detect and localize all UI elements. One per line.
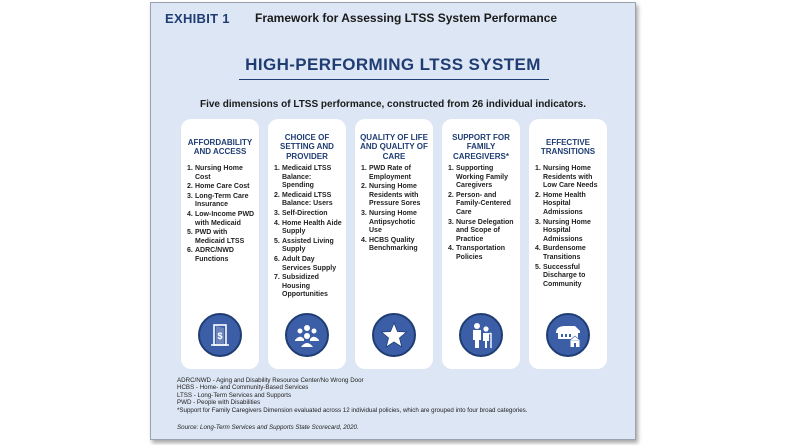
list-item: 1. Nursing Home Residents with Low Care N… bbox=[535, 165, 598, 190]
dimension-card-caregivers: SUPPORT FOR FAMILY CAREGIVERS* 1. Support… bbox=[442, 119, 520, 369]
indicator-list: 1. PWD Rate of Employment 2. Nursing Home … bbox=[361, 165, 430, 255]
list-item: 1. PWD Rate of Employment bbox=[361, 165, 412, 181]
main-title: HIGH-PERFORMING LTSS SYSTEM bbox=[245, 55, 541, 74]
indicator-list: 1. Supporting Working Family Caregivers 2… bbox=[448, 165, 517, 264]
list-item: 1. Nursing Home Cost bbox=[187, 165, 243, 181]
list-item: 4. Transportation Policies bbox=[448, 245, 506, 261]
list-item: 4. Low-Income PWD with Medicaid bbox=[187, 210, 255, 227]
indicator-list: 1. Nursing Home Cost 2. Home Care Cost 3. L… bbox=[187, 165, 256, 266]
list-item: 2. Home Care Cost bbox=[187, 183, 250, 191]
list-item: 2. Nursing Home Residents with Pressure S… bbox=[361, 183, 421, 208]
footnote: ADRC/NWD - Aging and Disability Resource… bbox=[177, 377, 364, 384]
dimension-title: QUALITY OF LIFE AND QUALITY OF CARE bbox=[360, 133, 428, 161]
footnote: LTSS - Long-Term Services and Supports bbox=[177, 391, 292, 399]
list-item: 4. Home Health Aide Supply bbox=[274, 219, 342, 236]
exhibit-title: Framework for Assessing LTSS System Perf… bbox=[255, 11, 558, 25]
footnote: HCBS - Home- and Community-Based Service… bbox=[177, 384, 309, 392]
dimension-card-quality: QUALITY OF LIFE AND QUALITY OF CARE 1. PW… bbox=[355, 119, 433, 369]
dimension-title: CHOICE OF SETTING AND PROVIDER bbox=[280, 133, 334, 161]
subtitle: Five dimensions of LTSS performance, con… bbox=[199, 99, 586, 110]
indicator-list: 1. Nursing Home Residents with Low Care N… bbox=[535, 165, 604, 290]
title-divider bbox=[239, 79, 549, 80]
list-item: 6. ADRC/NWD Functions bbox=[187, 247, 234, 263]
dimension-title: AFFORDABILITY AND ACCESS bbox=[187, 137, 253, 156]
dimension-card-transitions: EFFECTIVE TRANSITIONS 1. Nursing Home Res… bbox=[529, 119, 607, 369]
list-item: 3. Nursing Home Antipsychotic Use bbox=[361, 209, 417, 235]
list-item: 5. Successful Discharge to Community bbox=[535, 263, 586, 288]
list-item: 4. Burdensome Transitions bbox=[535, 245, 586, 261]
list-item: 3. Nursing Home Hospital Admissions bbox=[535, 218, 591, 243]
list-item: 5. Assisted Living Supply bbox=[274, 237, 334, 254]
list-item: 5. PWD with Medicaid LTSS bbox=[187, 229, 245, 245]
exhibit-frame: EXHIBIT 1 Framework for Assessing LTSS S… bbox=[150, 2, 636, 440]
dimension-card-choice: CHOICE OF SETTING AND PROVIDER 1. Medicai… bbox=[268, 119, 346, 369]
list-item: 3. Nurse Delegation and Scope of Practice bbox=[448, 218, 514, 243]
indicator-list: 1. Medicaid LTSS Balance: Spending 2. Medi… bbox=[274, 165, 343, 301]
dimension-title: EFFECTIVE TRANSITIONS bbox=[540, 137, 596, 156]
list-item: 4. HCBS Quality Benchmarking bbox=[361, 236, 418, 253]
people-group-icon bbox=[285, 313, 329, 357]
list-item: 2. Home Health Hospital Admissions bbox=[535, 191, 586, 216]
list-item: 1. Medicaid LTSS Balance: Spending bbox=[274, 165, 332, 190]
dimension-title: SUPPORT FOR FAMILY CAREGIVERS* bbox=[452, 133, 510, 161]
list-item: 6. Adult Day Services Supply bbox=[274, 255, 337, 272]
list-item: 7. Subsidized Housing Opportunities bbox=[274, 274, 328, 299]
svg-text:$: $ bbox=[217, 331, 222, 341]
exhibit-header: EXHIBIT 1 Framework for Assessing LTSS S… bbox=[151, 3, 635, 33]
hospital-home-icon bbox=[546, 313, 590, 357]
door-dollar-icon: $ bbox=[198, 313, 242, 357]
star-icon bbox=[372, 313, 416, 357]
list-item: 2. Person- and Family-Centered Care bbox=[448, 191, 511, 216]
list-item: 1. Supporting Working Family Caregivers bbox=[448, 165, 508, 190]
source-note: Source: Long-Term Services and Supports … bbox=[177, 424, 359, 431]
footnotes: ADRC/NWD - Aging and Disability Resource… bbox=[177, 377, 527, 414]
caregiver-icon bbox=[459, 313, 503, 357]
dimension-card-affordability: AFFORDABILITY AND ACCESS 1. Nursing Home … bbox=[181, 119, 259, 369]
list-item: 2. Medicaid LTSS Balance: Users bbox=[274, 191, 333, 208]
list-item: 3. Self-Direction bbox=[274, 209, 328, 217]
footnote: PWD - People with Disabilities bbox=[177, 399, 261, 407]
list-item: 3. Long-Term Care Insurance bbox=[187, 192, 249, 209]
exhibit-label: EXHIBIT 1 bbox=[165, 10, 230, 26]
footnote: *Support for Family Caregivers Dimension… bbox=[177, 406, 528, 414]
